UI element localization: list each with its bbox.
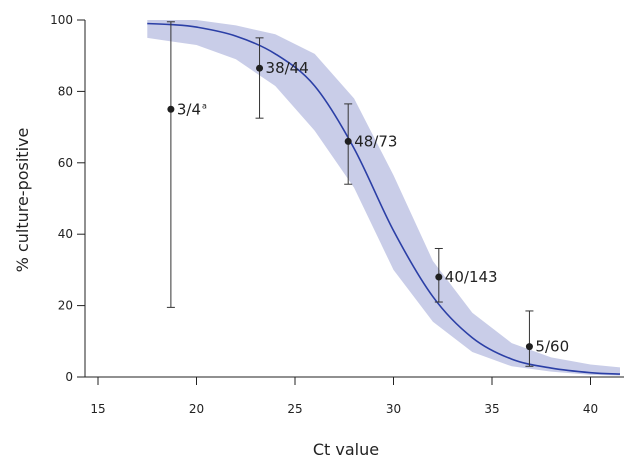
data-point bbox=[435, 273, 443, 281]
y-ticks: 0 20 40 60 80 100 bbox=[50, 13, 85, 384]
data-point bbox=[525, 343, 533, 351]
point-label: 3/4a bbox=[177, 100, 207, 118]
point-label: 48/73 bbox=[354, 132, 397, 150]
point-label-text: 3/4 bbox=[177, 100, 201, 118]
data-point bbox=[256, 64, 264, 72]
error-bars bbox=[166, 21, 534, 367]
x-axis-title: Ct value bbox=[313, 440, 379, 459]
x-ticks: 15 20 25 30 35 40 bbox=[90, 377, 598, 416]
point-label-text: 40/143 bbox=[445, 268, 498, 286]
fitted-curve-layer bbox=[147, 22, 621, 375]
x-tick-label: 30 bbox=[386, 402, 401, 416]
y-tick-label: 60 bbox=[58, 156, 73, 170]
x-tick-label: 25 bbox=[287, 402, 302, 416]
axes bbox=[84, 20, 624, 378]
y-tick-label: 100 bbox=[50, 13, 73, 27]
confidence-band bbox=[147, 20, 621, 376]
data-points bbox=[167, 64, 533, 351]
x-tick-label: 15 bbox=[90, 402, 105, 416]
point-label-text: 38/44 bbox=[266, 59, 309, 77]
x-tick-label: 35 bbox=[484, 402, 499, 416]
point-label: 38/44 bbox=[266, 59, 309, 77]
data-point bbox=[344, 137, 352, 145]
point-label-superscript: a bbox=[202, 101, 207, 110]
y-tick-label: 40 bbox=[58, 227, 73, 241]
confidence-band-layer bbox=[147, 20, 621, 376]
point-labels: 3/4a 38/44 48/73 40/143 5/60 bbox=[177, 59, 569, 355]
fitted-curve bbox=[147, 22, 621, 375]
point-label-text: 5/60 bbox=[535, 338, 569, 356]
data-point bbox=[167, 105, 175, 113]
y-tick-label: 80 bbox=[58, 84, 73, 98]
point-label: 5/60 bbox=[535, 338, 569, 356]
x-tick-label: 40 bbox=[583, 402, 598, 416]
point-label: 40/143 bbox=[445, 268, 498, 286]
y-axis-title: % culture-positive bbox=[13, 128, 32, 273]
x-tick-label: 20 bbox=[189, 402, 204, 416]
y-tick-label: 0 bbox=[65, 370, 73, 384]
point-label-text: 48/73 bbox=[354, 132, 397, 150]
y-tick-label: 20 bbox=[58, 299, 73, 313]
